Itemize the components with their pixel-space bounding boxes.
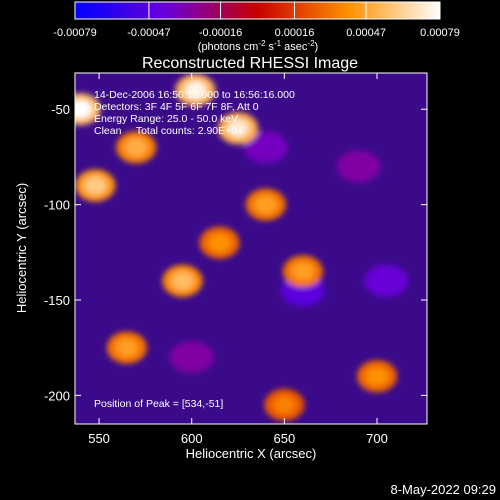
heatmap-peak-region (365, 367, 388, 386)
y-axis: -50 -100 -150 -200 (44, 102, 427, 403)
x-tick-label: 550 (88, 431, 110, 446)
annotation-detectors: Detectors: 3F 4F 5F 6F 7F 8F, Att 0 (94, 101, 259, 113)
heatmap-peak-region (227, 119, 250, 138)
colorbar-tick-label: -0.00079 (53, 27, 96, 39)
y-tick-label: -100 (44, 198, 70, 213)
x-axis-label: Heliocentric X (arcsec) (186, 446, 317, 461)
x-tick-label: 650 (273, 431, 295, 446)
colorbar-ticks: -0.00079 -0.00047 -0.00016 0.00016 0.00047 0.… (53, 2, 460, 39)
heatmap-peak-region (125, 138, 148, 157)
heatmap-peak-region (291, 262, 314, 281)
annotation-energy: Energy Range: 25.0 - 50.0 keV (94, 113, 238, 125)
heatmap-low-region (336, 150, 381, 183)
colorbar-tick-label: -0.00047 (127, 27, 170, 39)
y-tick-label: -150 (44, 293, 70, 308)
heatmap-peak-region (184, 81, 207, 100)
heatmap-peak-region (75, 100, 92, 119)
footer-date: 8-May-2022 09:29 (390, 482, 496, 497)
heatmap-peak-region (84, 176, 107, 195)
y-tick-label: -50 (51, 102, 70, 117)
heatmap-low-region (169, 341, 214, 374)
colorbar-unit-label: (photons cm-2 s-1 asec-2) (198, 39, 318, 53)
colorbar-tick-label: 0.00016 (275, 27, 315, 39)
y-tick-label: -200 (44, 388, 70, 403)
plot-frame (74, 72, 428, 425)
x-axis: 550 600 650 700 (88, 73, 388, 446)
heatmap-low-region (364, 264, 409, 297)
colorbar-unit-exp2: -1 (274, 39, 282, 48)
colorbar-tick-label: -0.00016 (199, 27, 242, 39)
heatmap-peak-region (171, 271, 194, 290)
annotation-peak: Position of Peak = [534,-51] (94, 398, 223, 410)
x-tick-label: 700 (366, 431, 388, 446)
heatmap-image (75, 73, 427, 424)
colorbar (74, 1, 441, 20)
colorbar-tick-label: 0.00079 (420, 27, 460, 39)
heatmap-peak-region (208, 233, 231, 252)
heatmap-peak-region (115, 338, 138, 357)
annotation-time: 14-Dec-2006 16:50:16.000 to 16:56:16.000 (94, 89, 295, 101)
y-axis-label: Heliocentric Y (arcsec) (14, 183, 29, 313)
colorbar-unit-exp3: -2 (307, 39, 315, 48)
annotation-clean: Clean Total counts: 2.90E+04 (94, 125, 243, 137)
heatmap-low-region (243, 131, 288, 164)
colorbar-unit-exp1: -2 (258, 39, 266, 48)
x-tick-label: 600 (181, 431, 203, 446)
heatmap-peak-region (254, 195, 277, 214)
chart-title: Reconstructed RHESSI Image (142, 55, 358, 72)
heatmap-peak-region (273, 395, 296, 414)
colorbar-tick-label: 0.00047 (346, 27, 386, 39)
